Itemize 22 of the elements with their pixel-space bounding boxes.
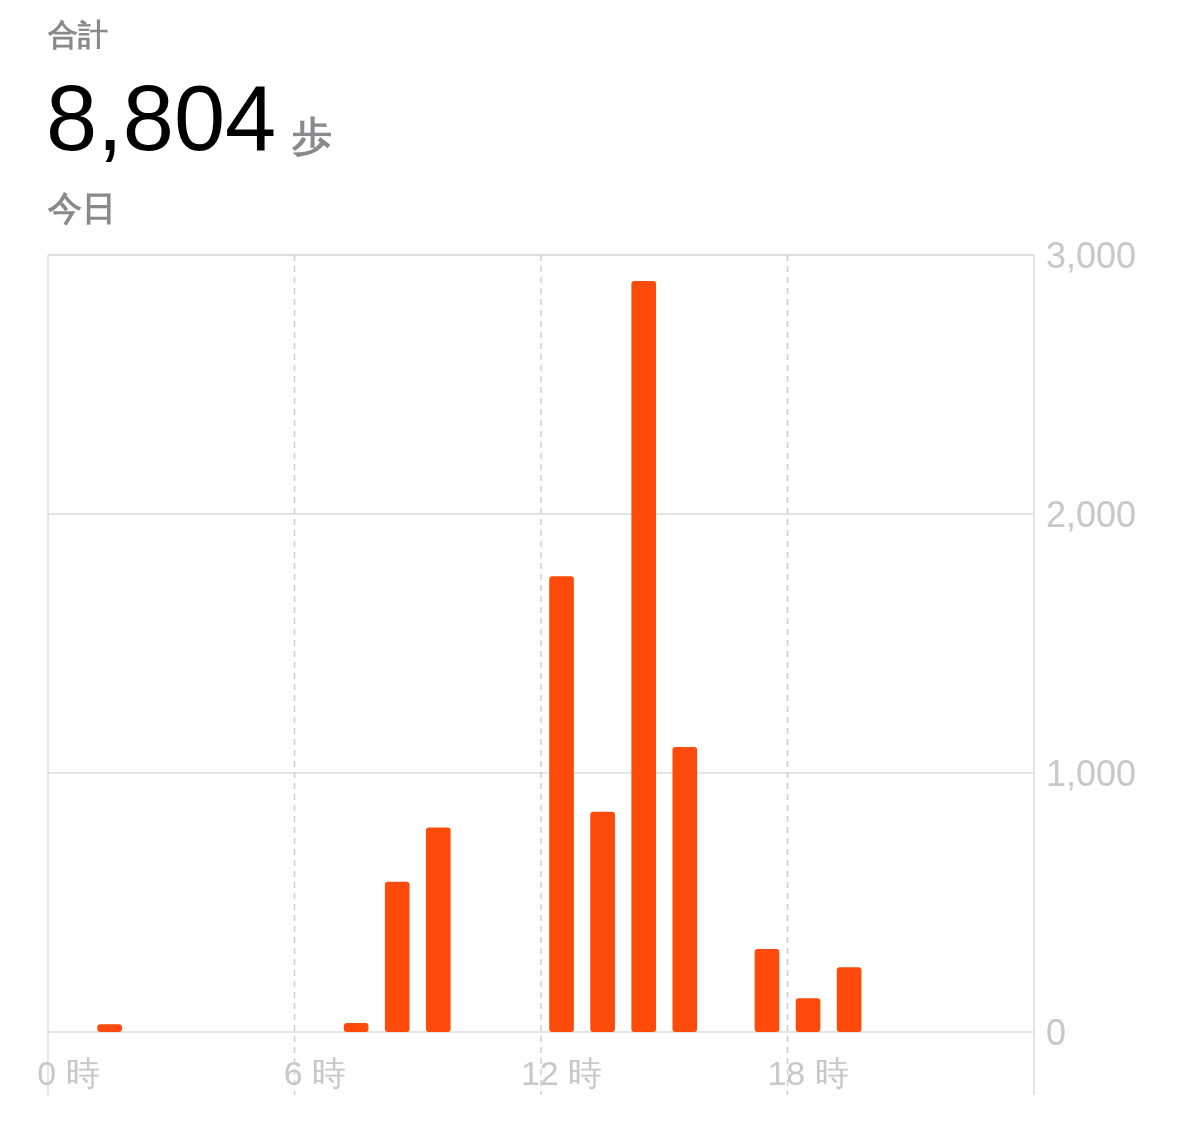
bar — [343, 1022, 369, 1032]
bar — [631, 280, 657, 1032]
x-tick-label: 18 時 — [767, 1054, 849, 1092]
chart-title: 8,804 歩 — [46, 67, 333, 169]
bar — [795, 998, 821, 1032]
y-tick-label: 0 — [1046, 1011, 1067, 1053]
bar — [425, 827, 451, 1032]
x-tick-label: 6 時 — [283, 1054, 347, 1092]
bar — [549, 576, 574, 1032]
bar — [97, 1024, 122, 1032]
text: 合計 — [47, 18, 108, 51]
y-tick-label: 2,000 — [1046, 493, 1137, 535]
bar — [754, 949, 780, 1032]
bar — [384, 881, 410, 1032]
x-tick-label: 12 時 — [520, 1054, 603, 1092]
bar — [590, 811, 615, 1032]
chart-subtitle: 今日 — [47, 189, 116, 227]
bar — [836, 967, 862, 1032]
x-tick-label: 0 時 — [37, 1054, 100, 1092]
bar — [672, 747, 698, 1032]
y-tick-label: 3,000 — [1046, 234, 1137, 276]
y-tick-label: 1,000 — [1046, 752, 1137, 794]
